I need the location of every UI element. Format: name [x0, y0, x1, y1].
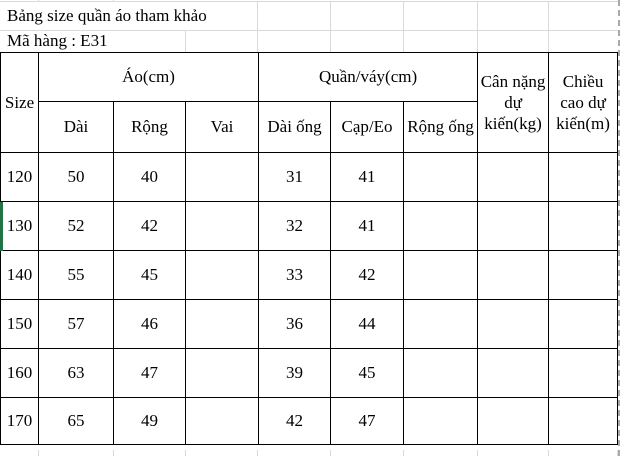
cell-can-nang[interactable]: [477, 201, 550, 251]
gridline-v: [330, 450, 331, 456]
header-size[interactable]: Size: [0, 52, 39, 153]
product-code-cell[interactable]: Mã hàng : E31: [7, 31, 108, 50]
subheader-vai[interactable]: Vai: [184, 101, 260, 153]
cell-cap-eo[interactable]: 45: [330, 348, 405, 398]
cell-chieu-cao[interactable]: [548, 152, 619, 202]
gridline-v: [38, 0, 39, 2]
gridline-v: [548, 1, 549, 52]
cell-can-nang[interactable]: [477, 397, 550, 445]
table-row-130: 130 52 42 32 41: [0, 201, 619, 251]
cell-rong-ong[interactable]: [403, 348, 479, 398]
cell-cap-eo[interactable]: 47: [330, 397, 405, 445]
gridline-v: [477, 1, 478, 52]
cell-size[interactable]: 130: [0, 201, 39, 251]
table-row-160: 160 63 47 39 45: [0, 348, 619, 398]
table-row-120: 120 50 40 31 41: [0, 152, 619, 202]
table-row-140: 140 55 45 33 42: [0, 250, 619, 300]
gridline-h: [0, 1, 618, 2]
table-row-150: 150 57 46 36 44: [0, 299, 619, 349]
cell-can-nang[interactable]: [477, 250, 550, 300]
cell-cap-eo[interactable]: 41: [330, 152, 405, 202]
cell-chieu-cao[interactable]: [548, 299, 619, 349]
cell-cap-eo[interactable]: 41: [330, 201, 405, 251]
cell-ao-dai[interactable]: 63: [38, 348, 114, 398]
gridline-v: [403, 450, 404, 456]
cell-cap-eo[interactable]: 44: [330, 299, 405, 349]
row-selection-marker: [0, 202, 3, 251]
cell-rong-ong[interactable]: [403, 201, 479, 251]
cell-can-nang[interactable]: [477, 152, 550, 202]
table-row-170: 170 65 49 42 47: [0, 397, 619, 445]
subheader-rong[interactable]: Rộng: [113, 101, 186, 153]
cell-can-nang[interactable]: [477, 348, 550, 398]
cell-vai[interactable]: [184, 201, 260, 251]
gridline-h: [0, 30, 618, 31]
sheet-title-cell[interactable]: Bảng size quần áo tham khảo: [7, 6, 207, 25]
cell-rong-ong[interactable]: [403, 397, 479, 445]
header-height[interactable]: Chiều cao dự kiến(m): [548, 52, 619, 153]
cell-size[interactable]: 150: [0, 299, 39, 349]
cell-ao-rong[interactable]: 45: [113, 250, 186, 300]
cell-ao-dai[interactable]: 52: [38, 201, 114, 251]
gridline-v: [477, 450, 478, 456]
cell-ao-dai[interactable]: 65: [38, 397, 114, 445]
cell-dai-ong[interactable]: 31: [258, 152, 332, 202]
cell-can-nang[interactable]: [477, 299, 550, 349]
gridline-v: [185, 30, 186, 52]
cell-size[interactable]: 160: [0, 348, 39, 398]
cell-chieu-cao[interactable]: [548, 397, 619, 445]
gridline-v: [257, 450, 258, 456]
subheader-rong-ong[interactable]: Rộng ống: [403, 101, 479, 153]
subheader-dai-ong[interactable]: Dài ống: [258, 101, 332, 153]
cell-rong-ong[interactable]: [403, 250, 479, 300]
cell-ao-rong[interactable]: 49: [113, 397, 186, 445]
cell-ao-dai[interactable]: 57: [38, 299, 114, 349]
page-break-line: [618, 0, 620, 456]
gridline-v: [617, 450, 618, 456]
size-chart-table: Size Áo(cm) Quần/váy(cm) Cân nặng dự kiế…: [0, 52, 619, 445]
header-group-ao[interactable]: Áo(cm): [37, 52, 260, 102]
cell-vai[interactable]: [184, 348, 260, 398]
gridline-v: [330, 1, 331, 52]
gridline-v: [113, 0, 114, 2]
cell-chieu-cao[interactable]: [548, 201, 619, 251]
subheader-dai[interactable]: Dài: [38, 101, 114, 153]
gridline-v: [38, 450, 39, 456]
cell-dai-ong[interactable]: 33: [258, 250, 332, 300]
cell-size[interactable]: 170: [0, 397, 39, 445]
gridline-v: [403, 1, 404, 52]
cell-vai[interactable]: [184, 299, 260, 349]
cell-rong-ong[interactable]: [403, 152, 479, 202]
cell-chieu-cao[interactable]: [548, 348, 619, 398]
gridline-v: [185, 450, 186, 456]
gridline-v: [257, 1, 258, 52]
cell-rong-ong[interactable]: [403, 299, 479, 349]
cell-ao-dai[interactable]: 50: [38, 152, 114, 202]
cell-dai-ong[interactable]: 39: [258, 348, 332, 398]
cell-ao-rong[interactable]: 47: [113, 348, 186, 398]
cell-vai[interactable]: [184, 397, 260, 445]
cell-cap-eo[interactable]: 42: [330, 250, 405, 300]
cell-vai[interactable]: [184, 250, 260, 300]
cell-size[interactable]: 120: [0, 152, 39, 202]
header-group-quan-vay[interactable]: Quần/váy(cm): [258, 52, 479, 102]
cell-vai[interactable]: [184, 152, 260, 202]
cell-chieu-cao[interactable]: [548, 250, 619, 300]
subheader-cap-eo[interactable]: Cạp/Eo: [330, 101, 405, 153]
cell-ao-rong[interactable]: 46: [113, 299, 186, 349]
cell-size[interactable]: 140: [0, 250, 39, 300]
header-weight[interactable]: Cân nặng dự kiến(kg): [477, 52, 550, 153]
cell-ao-rong[interactable]: 40: [113, 152, 186, 202]
cell-ao-rong[interactable]: 42: [113, 201, 186, 251]
cell-dai-ong[interactable]: 42: [258, 397, 332, 445]
cell-dai-ong[interactable]: 36: [258, 299, 332, 349]
gridline-v: [548, 450, 549, 456]
cell-ao-dai[interactable]: 55: [38, 250, 114, 300]
gridline-v: [113, 450, 114, 456]
cell-dai-ong[interactable]: 32: [258, 201, 332, 251]
